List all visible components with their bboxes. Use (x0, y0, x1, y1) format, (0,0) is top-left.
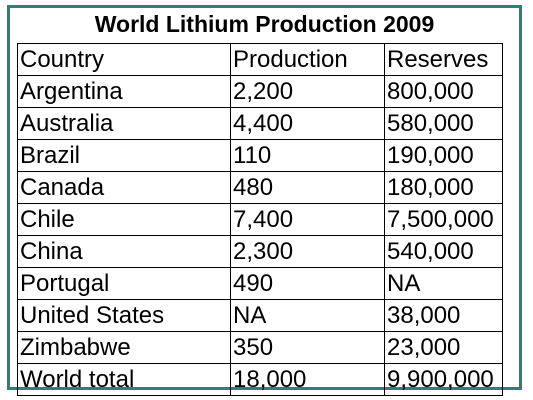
table-row: Zimbabwe 350 23,000 (17, 331, 503, 364)
reserves-cell: 540,000 (384, 235, 503, 268)
country-cell: Argentina (17, 75, 231, 108)
country-cell: Canada (17, 171, 231, 204)
production-cell: 480 (230, 171, 385, 204)
table-frame: World Lithium Production 2009 Country Pr… (7, 5, 522, 396)
production-cell: 350 (230, 331, 385, 364)
reserves-cell: 9,900,000 (384, 363, 503, 396)
reserves-cell: 23,000 (384, 331, 503, 364)
reserves-cell: 180,000 (384, 171, 503, 204)
table-row: Brazil 110 190,000 (17, 139, 503, 172)
column-header-country: Country (17, 43, 231, 76)
production-cell: 18,000 (230, 363, 385, 396)
reserves-cell: NA (384, 267, 503, 300)
reserves-cell: 7,500,000 (384, 203, 503, 236)
table-title: World Lithium Production 2009 (94, 11, 435, 37)
table-row: Canada 480 180,000 (17, 171, 503, 204)
table-row: United States NA 38,000 (17, 299, 503, 332)
column-header-reserves: Reserves (384, 43, 503, 76)
reserves-cell: 800,000 (384, 75, 503, 108)
reserves-cell: 38,000 (384, 299, 503, 332)
lithium-table: Country Production Reserves Argentina 2,… (17, 43, 503, 396)
table-row: Australia 4,400 580,000 (17, 107, 503, 140)
country-cell: Portugal (17, 267, 231, 300)
production-cell: 490 (230, 267, 385, 300)
production-cell: 4,400 (230, 107, 385, 140)
reserves-cell: 190,000 (384, 139, 503, 172)
country-cell: Chile (17, 203, 231, 236)
country-cell: World total (17, 363, 231, 396)
production-cell: 2,300 (230, 235, 385, 268)
table-header-row: Country Production Reserves (17, 43, 503, 76)
table-row: China 2,300 540,000 (17, 235, 503, 268)
production-cell: 110 (230, 139, 385, 172)
country-cell: China (17, 235, 231, 268)
country-cell: United States (17, 299, 231, 332)
table-total-row: World total 18,000 9,900,000 (17, 363, 503, 396)
country-cell: Australia (17, 107, 231, 140)
table-row: Argentina 2,200 800,000 (17, 75, 503, 108)
reserves-cell: 580,000 (384, 107, 503, 140)
column-header-production: Production (230, 43, 385, 76)
production-cell: 7,400 (230, 203, 385, 236)
table-row: Chile 7,400 7,500,000 (17, 203, 503, 236)
production-cell: 2,200 (230, 75, 385, 108)
country-cell: Zimbabwe (17, 331, 231, 364)
country-cell: Brazil (17, 139, 231, 172)
table-row: Portugal 490 NA (17, 267, 503, 300)
production-cell: NA (230, 299, 385, 332)
